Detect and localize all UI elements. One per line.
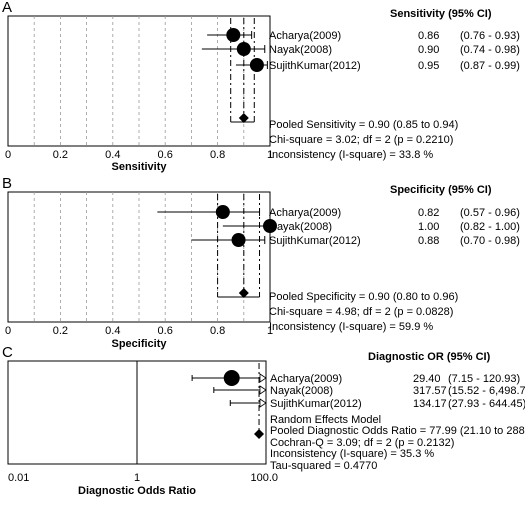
summary-line: Cochran-Q = 3.09; df = 2 (p = 0.2132)	[270, 437, 454, 449]
summary-line: Pooled Specificity = 0.90 (0.80 to 0.96)	[269, 291, 458, 303]
tick-label: 0.01	[8, 472, 29, 484]
summary-line: Random Effects Model	[270, 414, 381, 426]
study-point	[223, 370, 240, 386]
tick-label: 0	[5, 325, 11, 337]
study-point	[215, 205, 230, 219]
study-name: Nayak(2008)	[270, 385, 333, 397]
pooled-diamond	[254, 429, 265, 439]
tick-label: 0.6	[158, 325, 173, 337]
study-point	[226, 28, 241, 42]
axis-label-B: Specificity	[111, 338, 167, 350]
column-header-A: Sensitivity (95% CI)	[390, 8, 492, 20]
tick-label: 0.8	[210, 325, 225, 337]
tick-label: 0.4	[105, 149, 120, 161]
tick-label: 0.8	[210, 149, 225, 161]
ci-arrow-icon	[259, 398, 267, 408]
summary-line: Inconsistency (I-square) = 59.9 %	[269, 321, 433, 333]
summary-line: Inconsistency (I-square) = 35.3 %	[270, 448, 434, 460]
summary-line: Chi-square = 3.02; df = 2 (p = 0.2210)	[269, 134, 453, 146]
study-ci: (0.87 - 0.99)	[460, 60, 520, 72]
study-ci: (15.52 - 6,498.75)	[448, 385, 525, 397]
ci-arrow-icon	[259, 385, 267, 395]
study-estimate: 317.57	[413, 385, 447, 397]
study-name: Acharya(2009)	[270, 373, 342, 385]
study-name: SujithKumar(2012)	[270, 398, 362, 410]
panel-B: B 0 0.2 0.4 0.6 0.8 1 Specificity Acharya(2009) 0…	[2, 175, 520, 350]
summary-line: Pooled Diagnostic Odds Ratio = 77.99 (21…	[270, 425, 525, 437]
study-name: Acharya(2009)	[269, 207, 341, 219]
tick-label: 100.0	[250, 472, 278, 484]
column-header-C: Diagnostic OR (95% CI)	[368, 351, 491, 363]
panel-letter-C: C	[2, 344, 13, 361]
study-estimate: 0.95	[418, 60, 439, 72]
study-ci: (0.74 - 0.98)	[460, 44, 520, 56]
pooled-diamond	[238, 113, 249, 123]
study-estimate: 1.00	[418, 221, 439, 233]
study-ci: (0.82 - 1.00)	[460, 221, 520, 233]
study-ci: (0.70 - 0.98)	[460, 235, 520, 247]
summary-line: Tau-squared = 0.4770	[270, 460, 377, 472]
axis-label-A: Sensitivity	[111, 161, 167, 173]
study-ci: (27.93 - 644.45)	[448, 398, 525, 410]
column-header-B: Specificity (95% CI)	[390, 184, 492, 196]
tick-label: 0.6	[158, 149, 173, 161]
study-estimate: 0.86	[418, 30, 439, 42]
study-ci: (7.15 - 120.93)	[448, 373, 520, 385]
study-name: Acharya(2009)	[269, 30, 341, 42]
study-point	[263, 219, 277, 233]
study-estimate: 0.82	[418, 207, 439, 219]
panel-C: C 0.01 1 100.0 Diagnostic Odds Ratio Acharya(…	[2, 344, 525, 497]
study-point	[231, 233, 246, 247]
study-estimate: 0.90	[418, 44, 439, 56]
study-name: SujithKumar(2012)	[269, 60, 361, 72]
tick-label: 0	[5, 149, 11, 161]
tick-label: 0.2	[53, 325, 68, 337]
panel-letter-B: B	[2, 175, 12, 192]
study-ci: (0.76 - 0.93)	[460, 30, 520, 42]
summary-line: Chi-square = 4.98; df = 2 (p = 0.0828)	[269, 306, 453, 318]
panel-letter-A: A	[2, 0, 12, 16]
study-name: Nayak(2008)	[269, 221, 332, 233]
tick-label: 0.2	[53, 149, 68, 161]
study-estimate: 0.88	[418, 235, 439, 247]
study-point	[236, 42, 251, 56]
study-estimate: 29.40	[413, 373, 441, 385]
study-point	[249, 58, 264, 72]
axis-label-C: Diagnostic Odds Ratio	[78, 485, 196, 497]
study-name: Nayak(2008)	[269, 44, 332, 56]
tick-label: 1	[267, 325, 273, 337]
tick-label: 0.4	[105, 325, 120, 337]
ci-arrow-icon	[259, 373, 267, 383]
summary-line: Inconsistency (I-square) = 33.8 %	[269, 149, 433, 161]
summary-line: Pooled Sensitivity = 0.90 (0.85 to 0.94)	[269, 119, 458, 131]
study-ci: (0.57 - 0.96)	[460, 207, 520, 219]
study-name: SujithKumar(2012)	[269, 235, 361, 247]
tick-label: 1	[134, 472, 140, 484]
study-estimate: 134.17	[413, 398, 447, 410]
panel-A: A 0 0.2 0.4 0.6 0.8 1 Sensitivity Acharya(2009) 0…	[2, 0, 520, 173]
tick-label: 1	[267, 149, 273, 161]
pooled-diamond	[238, 288, 249, 298]
